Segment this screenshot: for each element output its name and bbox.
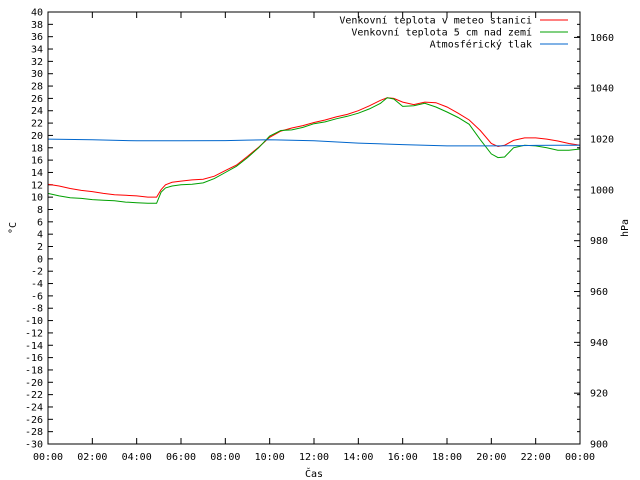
x-axis-label: Čas [305, 467, 323, 480]
ticks-layer [47, 11, 581, 445]
y-left-tick-label: 26 [31, 94, 43, 105]
y-left-tick-label: 8 [37, 205, 43, 216]
y-right-tick-label: 1000 [590, 185, 614, 196]
y-left-tick-label: 30 [31, 69, 43, 80]
x-tick-label: 00:00 [33, 452, 63, 463]
x-tick-label: 22:00 [521, 452, 551, 463]
y-right-tick-label: 920 [590, 389, 608, 400]
y-axis-label-right: hPa [620, 219, 631, 237]
labels-layer: 4038363432302826242220181614121086420-2-… [25, 8, 614, 464]
series-layer [47, 97, 581, 204]
y-left-tick-label: -24 [25, 402, 43, 413]
y-left-tick-label: -26 [25, 415, 43, 426]
plot-frame [47, 11, 581, 445]
y-left-tick-label: 2 [37, 242, 43, 253]
y-left-tick-label: 6 [37, 217, 43, 228]
y-left-tick-label: -4 [31, 279, 43, 290]
y-left-tick-label: 28 [31, 82, 43, 93]
y-left-tick-label: -28 [25, 427, 43, 438]
y-left-tick-label: 4 [37, 230, 43, 241]
series-line-3 [47, 138, 580, 147]
y-right-tick-label: 1020 [590, 135, 614, 146]
series-line-2 [47, 97, 581, 204]
y-left-tick-label: 0 [37, 254, 43, 265]
y-left-tick-label: 40 [31, 8, 43, 19]
y-right-tick-label: 1060 [590, 33, 614, 44]
y-left-tick-label: 38 [31, 20, 43, 31]
y-right-tick-label: 940 [590, 338, 608, 349]
x-tick-label: 10:00 [255, 452, 285, 463]
legend-label-2: Venkovní teplota 5 cm nad zemí [351, 27, 532, 39]
y-left-tick-label: -6 [31, 291, 43, 302]
x-tick-label: 06:00 [166, 452, 196, 463]
x-tick-label: 08:00 [210, 452, 240, 463]
y-left-tick-label: -14 [25, 341, 43, 352]
y-left-tick-label: 24 [31, 106, 43, 117]
y-left-tick-label: -18 [25, 365, 43, 376]
legend-label-3: Atmosférický tlak [430, 39, 532, 51]
x-tick-label: 12:00 [299, 452, 329, 463]
y-left-tick-label: -8 [31, 304, 43, 315]
legend: Venkovní teplota v meteo staniciVenkovní… [339, 15, 568, 51]
x-tick-label: 18:00 [432, 452, 462, 463]
y-left-tick-label: -22 [25, 390, 43, 401]
y-left-tick-label: -20 [25, 378, 43, 389]
x-tick-label: 04:00 [122, 452, 152, 463]
series-line-1 [47, 97, 581, 198]
y-left-tick-label: 20 [31, 131, 43, 142]
y-left-tick-label: 34 [31, 45, 43, 56]
y-left-tick-label: -30 [25, 440, 43, 451]
y-left-tick-label: 22 [31, 119, 43, 130]
y-left-tick-label: -12 [25, 328, 43, 339]
y-right-tick-label: 900 [590, 440, 608, 451]
y-left-tick-label: 14 [31, 168, 43, 179]
x-tick-label: 16:00 [388, 452, 418, 463]
x-tick-label: 14:00 [343, 452, 373, 463]
y-right-tick-label: 1040 [590, 84, 614, 95]
x-tick-label: 02:00 [77, 452, 107, 463]
y-axis-label-left: °C [8, 222, 19, 234]
y-right-tick-label: 980 [590, 236, 608, 247]
y-left-tick-label: -16 [25, 353, 43, 364]
y-left-tick-label: 32 [31, 57, 43, 68]
y-left-tick-label: 18 [31, 143, 43, 154]
y-left-tick-label: -10 [25, 316, 43, 327]
x-tick-label: 20:00 [476, 452, 506, 463]
legend-label-1: Venkovní teplota v meteo stanici [339, 15, 532, 27]
y-left-tick-label: 36 [31, 32, 43, 43]
x-tick-label: 00:00 [565, 452, 595, 463]
y-left-tick-label: -2 [31, 267, 43, 278]
y-left-tick-label: 12 [31, 180, 43, 191]
y-left-tick-label: 10 [31, 193, 43, 204]
y-right-tick-label: 960 [590, 287, 608, 298]
y-left-tick-label: 16 [31, 156, 43, 167]
